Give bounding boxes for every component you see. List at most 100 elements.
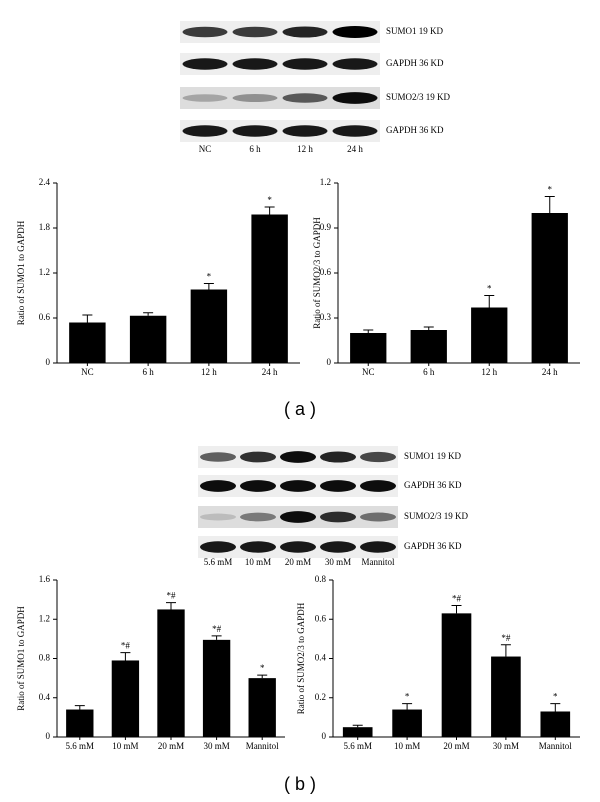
- blot-band: [182, 125, 228, 137]
- blot-strip: [180, 120, 380, 142]
- blot-band: [232, 93, 278, 103]
- blot-row-label: SUMO2/3 19 KD: [404, 511, 469, 521]
- bar: [190, 289, 228, 363]
- bar: [66, 709, 94, 737]
- y-tick-label: 0.6: [320, 267, 332, 277]
- blot-lane-label: 6 h: [249, 144, 261, 154]
- x-tick-label: 24 h: [262, 367, 278, 377]
- y-axis-label: Ratio of SUMO2/3 to GAPDH: [296, 602, 306, 714]
- blot-lane-label: 10 mM: [245, 557, 271, 567]
- y-tick-label: 0.3: [320, 312, 332, 322]
- significance-mark: *#: [167, 591, 177, 601]
- blot-row-label: GAPDH 36 KD: [404, 541, 462, 551]
- bar: [531, 213, 568, 363]
- blot-band: [332, 92, 378, 104]
- error-bar: [120, 652, 131, 661]
- error-bar: [211, 635, 222, 640]
- error-bar: [82, 314, 93, 323]
- blot-band: [182, 26, 228, 38]
- error-bar: [451, 605, 462, 614]
- blot-band: [280, 511, 316, 523]
- x-tick-label: 10 mM: [394, 741, 420, 751]
- blot-lane-label: 24 h: [347, 144, 363, 154]
- blot-row-label: GAPDH 36 KD: [386, 58, 444, 68]
- blot-band: [332, 125, 378, 137]
- bar: [248, 678, 276, 737]
- x-tick-label: 20 mM: [158, 741, 184, 751]
- significance-mark: *#: [121, 641, 131, 651]
- y-axis-label: Ratio of SUMO1 to GAPDH: [16, 220, 26, 325]
- y-tick-label: 0.6: [315, 613, 327, 623]
- error-bar: [352, 724, 363, 728]
- significance-mark: *: [487, 284, 492, 294]
- bar: [471, 307, 508, 363]
- blot-lane-label: 5.6 mM: [204, 557, 233, 567]
- error-bar: [402, 703, 413, 710]
- blot-band: [282, 93, 328, 103]
- blot-band: [320, 451, 356, 463]
- blot-lane-label: Mannitol: [362, 557, 395, 567]
- error-bar: [484, 295, 495, 308]
- y-tick-label: 0.8: [315, 574, 327, 584]
- blot-row-label: SUMO1 19 KD: [386, 26, 444, 36]
- error-bar: [550, 703, 561, 712]
- blot-band: [240, 512, 276, 522]
- blot-band: [182, 58, 228, 70]
- error-bar: [423, 326, 434, 330]
- blot-band: [332, 26, 378, 38]
- significance-mark: *: [548, 185, 553, 195]
- y-tick-label: 2.4: [39, 177, 51, 187]
- blot-row-label: SUMO1 19 KD: [404, 451, 462, 461]
- significance-mark: *#: [501, 633, 511, 643]
- blot-band: [240, 541, 276, 553]
- y-tick-label: 1.2: [320, 177, 331, 187]
- panel-label: ( b ): [284, 774, 316, 794]
- blot-lane-label: 20 mM: [285, 557, 311, 567]
- blot-band: [332, 58, 378, 70]
- blot-band: [232, 58, 278, 70]
- significance-mark: *: [260, 663, 265, 673]
- significance-mark: *: [553, 692, 558, 702]
- bar: [157, 609, 185, 737]
- blot-band: [280, 451, 316, 463]
- bar: [392, 709, 422, 737]
- x-tick-label: NC: [362, 367, 375, 377]
- bar: [540, 711, 571, 737]
- y-tick-label: 1.6: [39, 574, 51, 584]
- y-tick-label: 0.4: [39, 692, 51, 702]
- y-tick-label: 0: [46, 357, 51, 367]
- x-tick-label: NC: [81, 367, 94, 377]
- error-bar: [264, 206, 275, 215]
- y-tick-label: 1.2: [39, 613, 50, 623]
- blot-strip: [180, 87, 380, 109]
- error-bar: [257, 674, 268, 679]
- blot-band: [232, 125, 278, 137]
- blot-band: [232, 26, 278, 38]
- y-tick-label: 0: [322, 731, 327, 741]
- blot-strip: [180, 53, 380, 75]
- y-tick-label: 0.6: [39, 312, 51, 322]
- significance-mark: *#: [452, 594, 462, 604]
- blot-band: [240, 451, 276, 463]
- y-tick-label: 0: [46, 731, 51, 741]
- y-tick-label: 0.2: [315, 692, 326, 702]
- x-tick-label: 6 h: [423, 367, 435, 377]
- blot-band: [282, 58, 328, 70]
- y-tick-label: 1.8: [39, 222, 51, 232]
- significance-mark: *: [267, 195, 272, 205]
- blot-band: [182, 94, 228, 102]
- x-tick-label: 20 mM: [443, 741, 469, 751]
- blot-band: [240, 480, 276, 492]
- blot-band: [360, 451, 396, 463]
- significance-mark: *#: [212, 624, 222, 634]
- blot-lane-label: NC: [199, 144, 212, 154]
- blot-lane-label: 30 mM: [325, 557, 351, 567]
- x-tick-label: 30 mM: [203, 741, 229, 751]
- blot-band: [320, 541, 356, 553]
- y-tick-label: 0.9: [320, 222, 332, 232]
- x-tick-label: 5.6 mM: [66, 741, 95, 751]
- blot-lane-label: 12 h: [297, 144, 313, 154]
- blot-band: [200, 541, 236, 553]
